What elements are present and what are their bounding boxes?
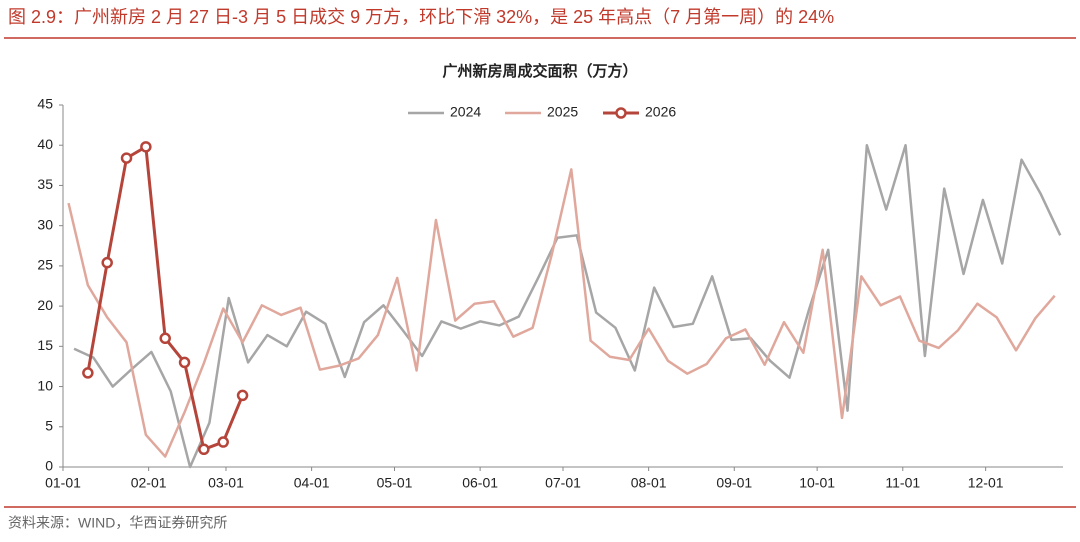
y-tick-label: 20 [37,297,53,313]
point [217,436,229,448]
x-tick-label: 10-01 [799,475,835,491]
y-tick-label: 10 [37,377,53,393]
source: 资料来源：WIND，华西证券研究所 [8,515,227,531]
x-tick-label: 02-01 [131,475,167,491]
x-tick-label: 09-01 [716,475,752,491]
legend-label: 2026 [645,104,676,120]
x-tick-label: 01-01 [45,475,81,491]
point [140,141,152,153]
x-tick-label: 07-01 [545,475,581,491]
x-tick-label: 08-01 [631,475,667,491]
series-line [86,145,244,451]
point [82,367,94,379]
series-line [67,168,1056,458]
legend-marker [615,107,627,119]
point [236,389,249,402]
x-tick-label: 04-01 [294,475,330,491]
y-tick-label: 40 [37,136,53,152]
legend-label: 2025 [547,104,578,120]
figure-title: 图 2.9：广州新房 2 月 27 日-3 月 5 日成交 9 万方，环比下滑 … [8,7,834,27]
chart-title: 广州新房周成交面积（万方） [442,62,637,80]
x-tick-label: 06-01 [462,475,498,491]
x-tick-label: 05-01 [377,475,413,491]
point [198,443,210,456]
point [101,256,113,269]
y-tick-label: 5 [45,417,53,433]
y-tick-label: 0 [45,458,53,474]
x-tick-label: 03-01 [208,475,244,491]
y-tick-label: 15 [37,337,53,353]
y-tick-label: 30 [37,216,53,232]
x-tick-label: 11-01 [885,475,920,491]
y-tick-label: 45 [37,96,53,112]
y-tick-label: 25 [37,257,53,273]
series-line [73,143,1062,469]
x-tick-label: 12-01 [968,475,1004,491]
legend-label: 2024 [450,104,481,120]
point [120,152,133,164]
point [178,356,191,369]
point [159,332,171,345]
y-tick-label: 35 [37,176,53,192]
